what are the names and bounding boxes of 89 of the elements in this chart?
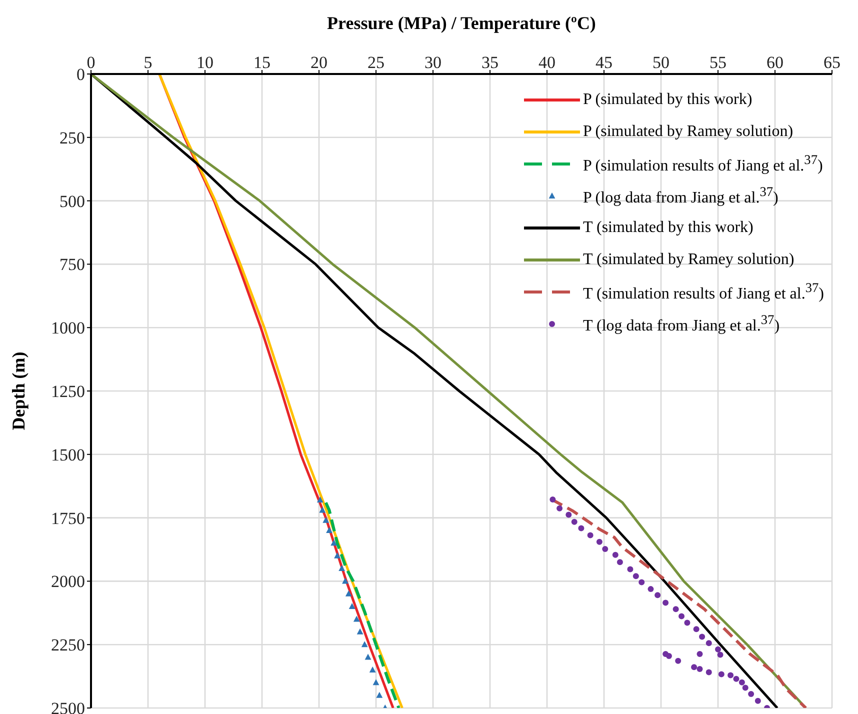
point <box>330 540 338 546</box>
point <box>662 600 669 606</box>
point <box>556 505 563 512</box>
point <box>706 669 712 676</box>
point <box>356 628 364 634</box>
point <box>338 565 345 572</box>
point <box>654 592 661 598</box>
legend-label: T (log data from Jiang et al.$^{37}$) <box>583 312 780 336</box>
y-tick-label: 2000 <box>51 572 85 592</box>
point <box>334 552 340 558</box>
y-tick-label: 750 <box>60 255 85 274</box>
x-tick-label: 60 <box>766 53 784 72</box>
point <box>376 692 383 698</box>
point <box>678 613 685 620</box>
y-tick-label: 1500 <box>51 445 85 464</box>
point <box>566 512 572 518</box>
x-tick-label: 65 <box>824 53 840 72</box>
y-axis-title: Depth (m) <box>8 352 28 430</box>
point <box>693 626 700 632</box>
y-tick-label: 500 <box>60 192 85 211</box>
legend-label: P (simulated by Ramey solution) <box>583 123 794 141</box>
point <box>319 506 326 513</box>
point <box>706 640 712 646</box>
point <box>632 573 639 580</box>
legend-label: P (simulation results of Jiang et al.$^{37}$) <box>583 152 823 176</box>
x-tick-label: 55 <box>710 53 726 72</box>
x-tick-label: 15 <box>254 53 270 72</box>
point <box>342 578 348 584</box>
x-tick-label: 45 <box>596 53 612 72</box>
point <box>571 518 578 525</box>
point <box>675 658 682 664</box>
point <box>733 676 740 682</box>
x-tick-label: 25 <box>368 53 384 72</box>
y-tick-label: 2250 <box>51 636 85 655</box>
point <box>364 654 372 660</box>
point <box>696 666 703 672</box>
point <box>322 516 330 523</box>
point <box>361 641 368 648</box>
x-tick-label: 50 <box>652 53 670 72</box>
x-tick-label: 30 <box>424 53 442 72</box>
point <box>666 653 672 660</box>
point <box>684 620 690 626</box>
y-tick-label: 1750 <box>51 508 85 528</box>
point <box>748 691 754 698</box>
point <box>696 650 703 657</box>
point <box>587 532 594 538</box>
point <box>648 586 654 592</box>
point <box>369 666 376 672</box>
point <box>715 646 721 652</box>
point <box>699 634 706 640</box>
legend-label: T (simulation results of Jiang et al.$^{37}$) <box>583 280 824 304</box>
point <box>578 525 584 532</box>
point <box>616 559 623 566</box>
point <box>353 616 360 622</box>
point <box>602 546 608 552</box>
y-tick-label: 1000 <box>51 318 85 338</box>
point <box>316 496 324 503</box>
y-tick-label: 2500 <box>51 699 85 714</box>
x-tick-label: 40 <box>538 53 556 72</box>
point <box>691 664 698 670</box>
x-tick-label: 35 <box>482 53 498 72</box>
x-axis-title: Pressure (MPa) / Temperature (ºC) <box>327 12 596 33</box>
point <box>372 679 380 686</box>
y-tick-label: 250 <box>60 128 85 148</box>
point <box>717 652 724 658</box>
legend-label: P (simulated by this work) <box>583 91 752 109</box>
point <box>550 496 556 503</box>
line-series <box>324 501 400 708</box>
x-tick-label: 5 <box>144 53 152 72</box>
legend-label: T (simulated by this work) <box>583 219 754 237</box>
y-tick-label: 1250 <box>51 382 85 402</box>
point <box>596 538 602 545</box>
point <box>718 671 724 678</box>
point <box>728 672 734 678</box>
point <box>348 603 356 610</box>
y-tick-label: 0 <box>76 65 85 84</box>
x-tick-label: 20 <box>310 53 328 72</box>
point <box>345 590 352 596</box>
point <box>627 566 634 572</box>
point <box>612 552 618 558</box>
x-tick-label: 10 <box>196 53 214 72</box>
legend-label: T (simulated by Ramey solution) <box>583 251 794 269</box>
point <box>326 526 332 533</box>
legend-label: P (log data from Jiang et al.$^{37}$) <box>583 184 778 208</box>
point <box>754 698 761 704</box>
point <box>742 684 748 691</box>
point <box>738 679 745 686</box>
point <box>638 579 645 586</box>
point <box>672 606 679 612</box>
